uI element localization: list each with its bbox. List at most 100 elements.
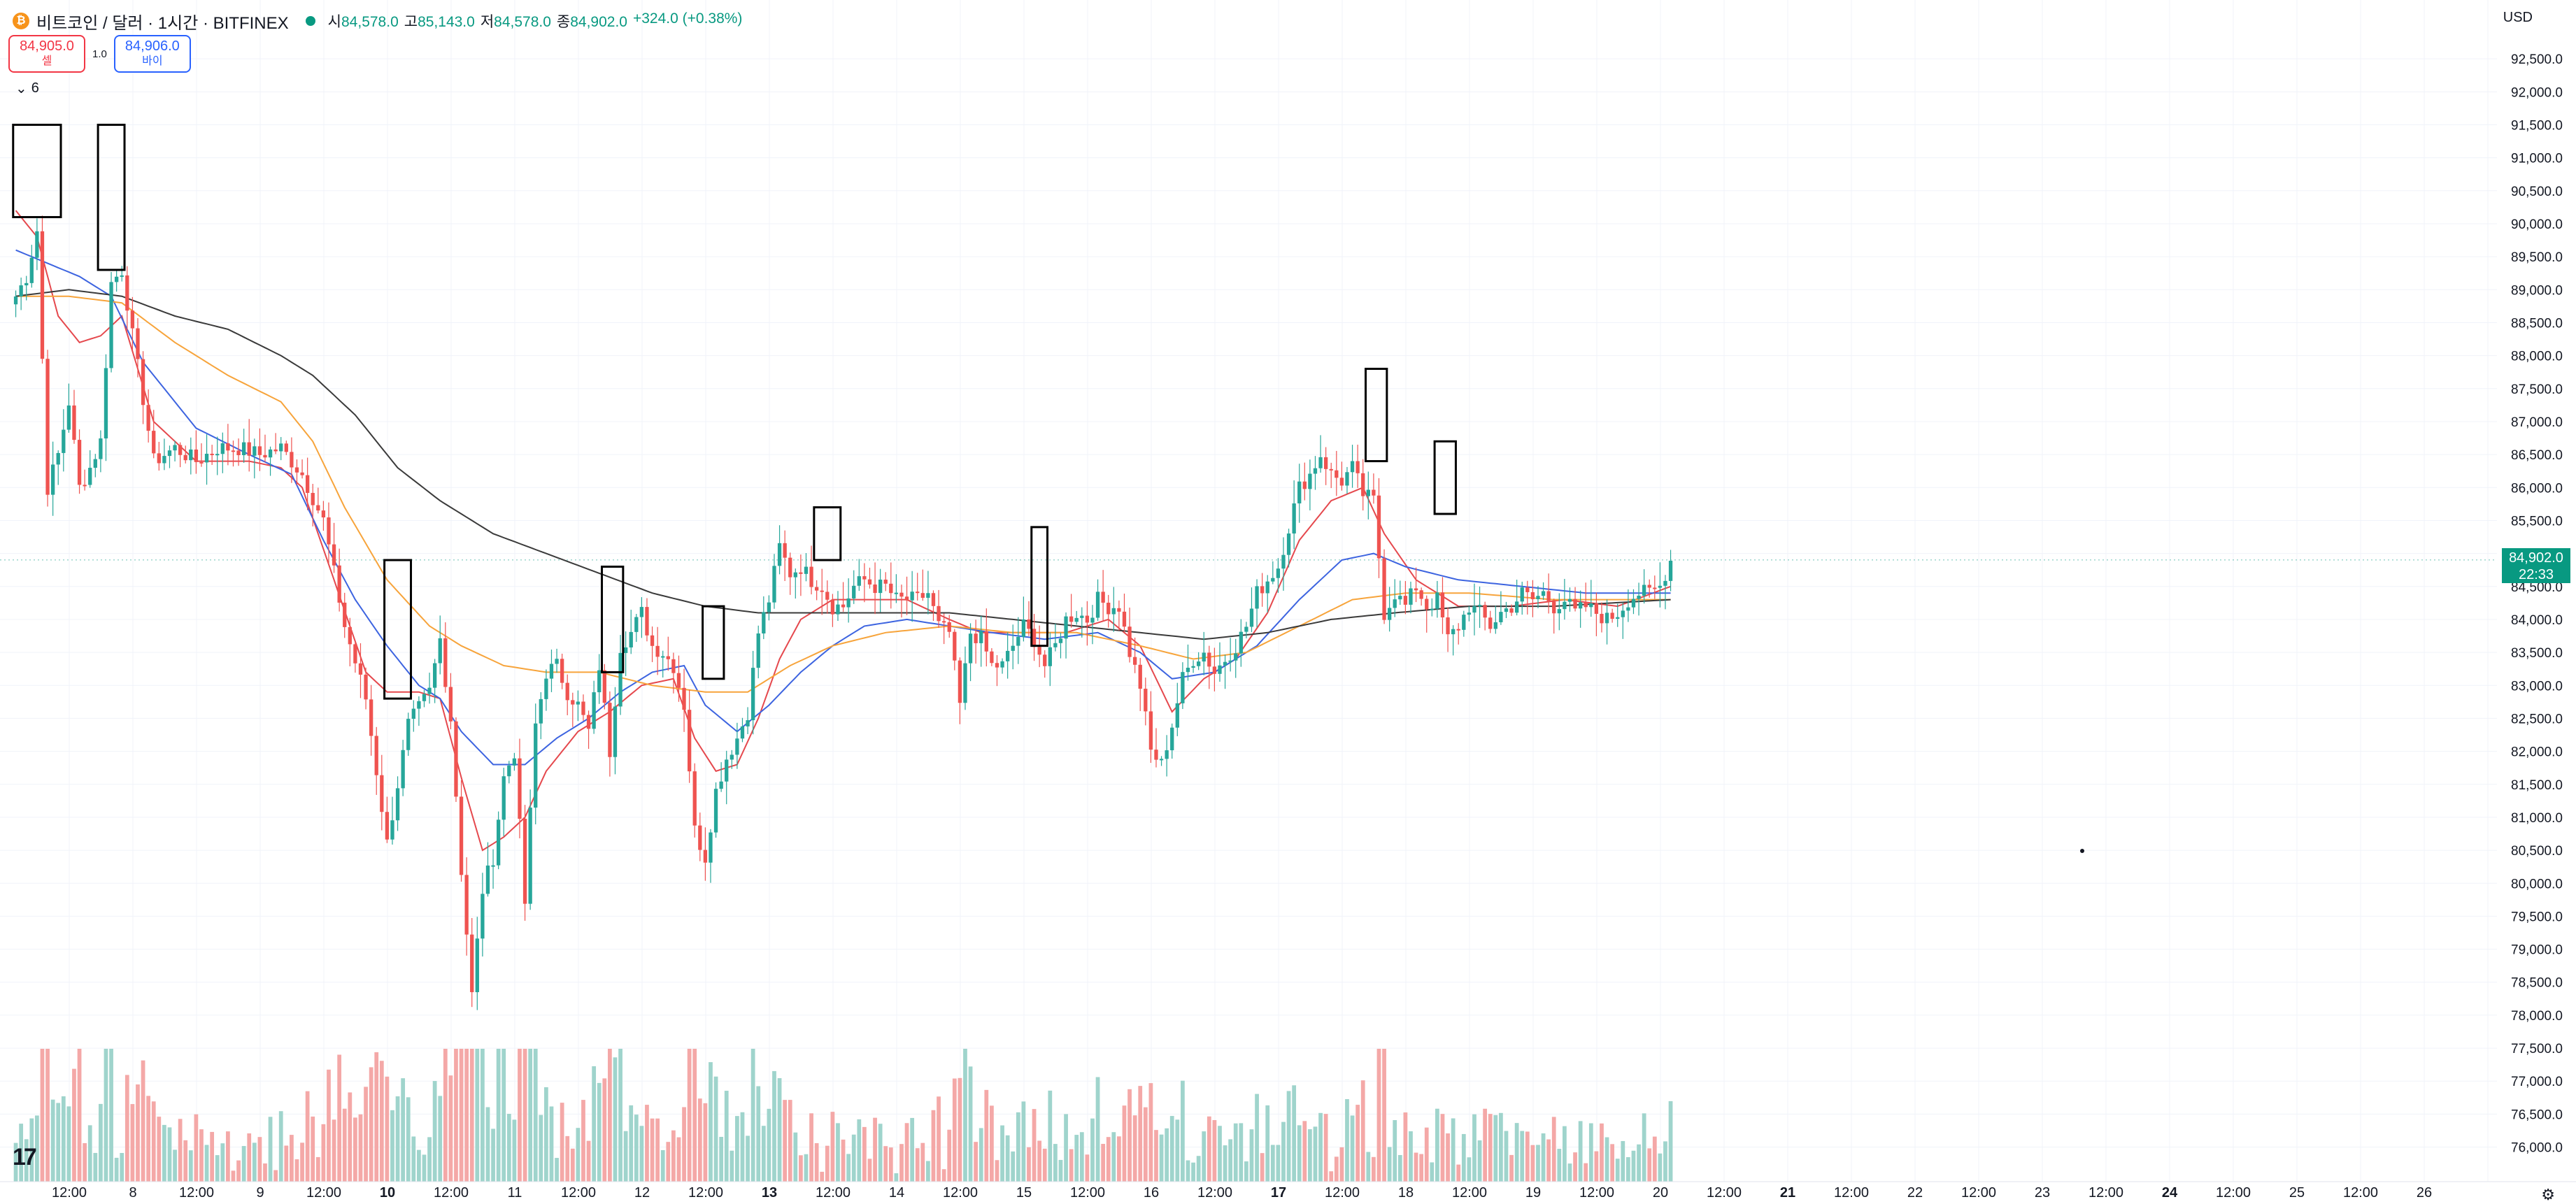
volume-bar — [565, 1135, 570, 1182]
volume-bar — [1000, 1125, 1004, 1182]
price-tick-label: 79,000.0 — [2511, 943, 2563, 958]
candle — [1085, 601, 1090, 646]
buy-button[interactable]: 84,906.0 바이 — [113, 35, 191, 73]
volume-bar — [183, 1140, 188, 1182]
candle — [634, 614, 639, 643]
gear-icon[interactable]: ⚙ — [2541, 1186, 2555, 1203]
candlesticks[interactable] — [13, 215, 1673, 1010]
volume-bar — [114, 1157, 119, 1182]
volume-bar — [867, 1159, 872, 1182]
candle — [783, 530, 787, 581]
candle — [820, 568, 824, 615]
candle — [1419, 587, 1423, 606]
candle — [1181, 662, 1185, 710]
candle — [1504, 601, 1509, 619]
volume-bar — [1520, 1131, 1525, 1182]
candle — [411, 700, 415, 732]
price-tick-label: 79,500.0 — [2511, 910, 2563, 924]
volume-bar — [618, 1049, 622, 1182]
candle — [1525, 580, 1530, 615]
candle — [152, 410, 156, 459]
sell-button[interactable]: 84,905.0 셀 — [8, 35, 85, 73]
volume-bar — [1313, 1126, 1318, 1182]
candle — [1117, 600, 1121, 631]
volume-bar — [1196, 1156, 1201, 1182]
candle — [1165, 735, 1169, 777]
volume-bar — [613, 1057, 618, 1182]
price-axis[interactable]: 92,500.0 92,000.0 91,500.0 91,000.0 90,500.0… — [2497, 0, 2576, 1204]
volume-bar — [1393, 1119, 1397, 1182]
price-tick-label: 89,500.0 — [2511, 250, 2563, 265]
candle — [194, 430, 199, 474]
volume-bar — [120, 1153, 124, 1182]
time-tick-label: 12:00 — [1452, 1185, 1487, 1201]
candle — [676, 655, 681, 702]
time-tick-label: 21 — [1780, 1185, 1795, 1201]
candle — [1239, 619, 1243, 667]
volume-bar — [894, 1173, 899, 1182]
candle — [114, 271, 119, 292]
time-tick-label: 25 — [2289, 1185, 2305, 1201]
candle — [1345, 466, 1349, 494]
candle — [1563, 578, 1567, 620]
volume-bar — [1169, 1116, 1174, 1182]
candle — [1335, 450, 1339, 496]
candle — [438, 615, 442, 675]
volume-bar — [560, 1103, 564, 1182]
volume-bar — [77, 1049, 82, 1182]
volume-bar — [1339, 1147, 1344, 1182]
volume-bar — [1626, 1156, 1630, 1182]
volume-bar — [746, 1135, 750, 1182]
volume-bar — [846, 1154, 851, 1182]
candle — [1604, 599, 1609, 645]
price-tick-label: 84,000.0 — [2511, 613, 2563, 628]
volume-bar — [1223, 1145, 1227, 1182]
drawing-dot — [2080, 849, 2084, 853]
candle — [162, 438, 166, 471]
candle — [793, 568, 797, 599]
time-tick-label: 12:00 — [688, 1185, 723, 1201]
volume-bar — [788, 1100, 792, 1182]
candle — [719, 762, 723, 792]
volume-bar — [1663, 1141, 1667, 1182]
candle — [1292, 480, 1296, 550]
candle — [692, 763, 697, 838]
currency-label[interactable]: USD — [2503, 10, 2533, 25]
time-axis[interactable]: 12:00 8 12:00 9 12:00 10 12:00 11 12:00 12 12:00 13… — [0, 1181, 2576, 1204]
candle — [29, 245, 34, 288]
volume-bar — [1504, 1131, 1509, 1182]
annotation-boxes[interactable] — [12, 123, 1457, 700]
volume-bar — [273, 1170, 278, 1182]
candle — [941, 613, 946, 645]
candle — [507, 761, 511, 784]
tradingview-logo-icon[interactable]: 17 — [13, 1144, 37, 1170]
candle — [183, 445, 187, 464]
volume-bar — [1016, 1112, 1020, 1182]
candle — [226, 424, 230, 466]
volume-bar — [740, 1112, 745, 1182]
candle — [539, 691, 543, 740]
candle — [72, 389, 76, 444]
candle — [321, 501, 326, 531]
candle — [1589, 580, 1593, 617]
candle — [571, 692, 575, 727]
candle — [974, 619, 978, 664]
candle — [1111, 587, 1116, 632]
volume-bar — [783, 1100, 788, 1182]
volume-bar — [915, 1148, 920, 1182]
volume-bar — [581, 1100, 585, 1182]
candle — [963, 646, 967, 710]
volume-bar — [1181, 1080, 1185, 1182]
volume-bar — [485, 1107, 490, 1182]
candle — [1244, 622, 1248, 638]
volume-bar — [1472, 1114, 1476, 1182]
candle — [1668, 550, 1673, 592]
candle — [1520, 581, 1524, 615]
indicators-toggle[interactable]: ⌄ 6 — [15, 80, 39, 97]
candle — [560, 653, 564, 689]
symbol-title[interactable]: 비트코인 / 달러 · 1시간 · BITFINEX — [36, 13, 289, 33]
candle — [454, 717, 458, 802]
candle — [841, 582, 846, 612]
volume-bar — [719, 1136, 724, 1182]
